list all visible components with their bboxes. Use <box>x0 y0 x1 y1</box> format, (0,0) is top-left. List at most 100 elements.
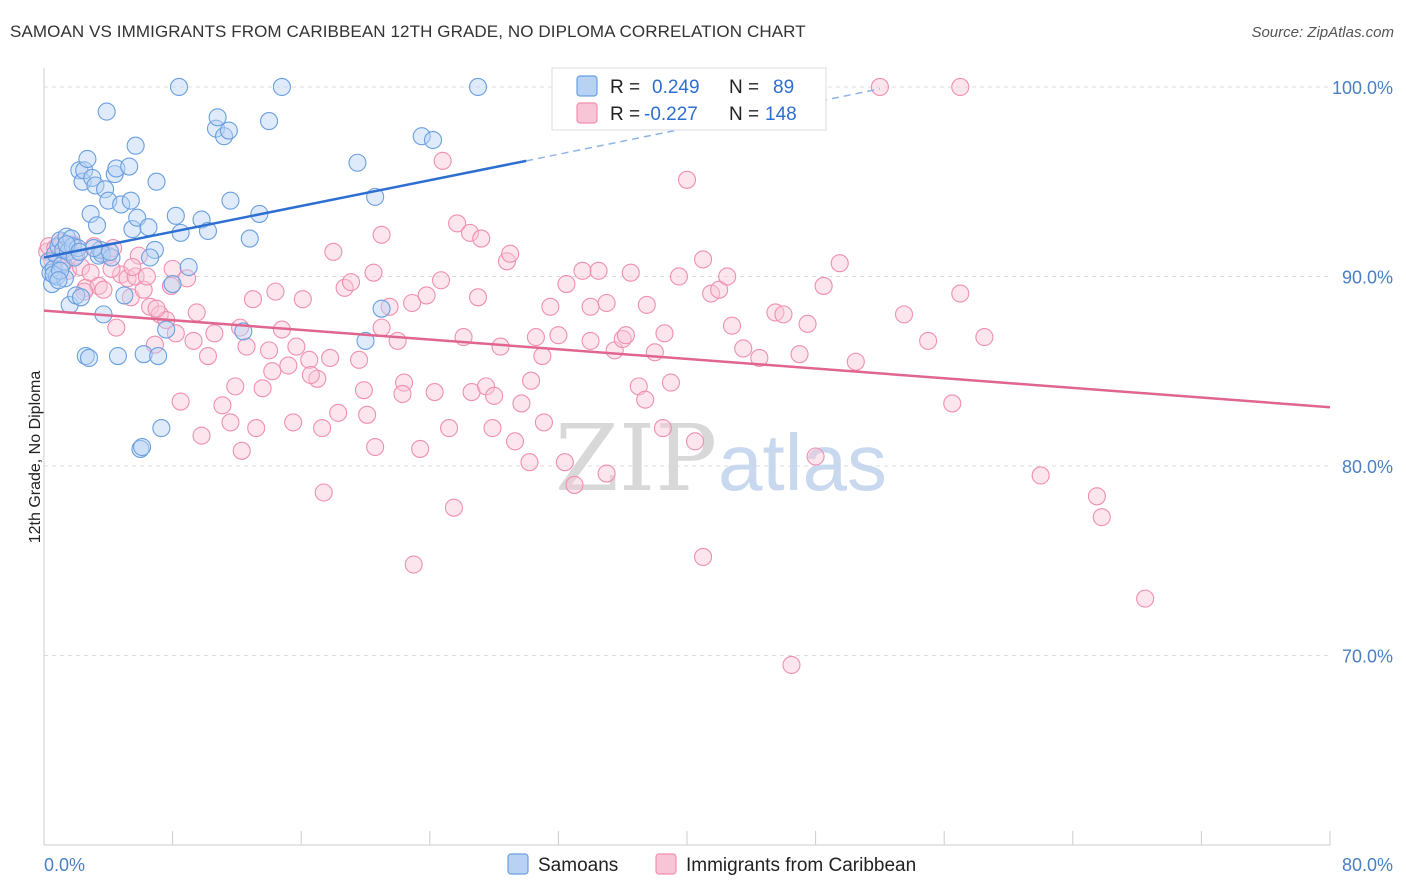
scatter-point <box>166 324 185 343</box>
scatter-point <box>750 348 769 368</box>
scatter-point <box>669 267 689 286</box>
legend-bottom-swatch-caribbean <box>655 853 677 875</box>
scatter-point <box>112 195 131 214</box>
scatter-point <box>485 386 504 405</box>
scatter-point <box>152 419 171 438</box>
scatter-point <box>472 229 491 248</box>
scatter-point <box>501 244 520 263</box>
watermark-zip: ZIP <box>555 405 717 512</box>
scatter-point <box>636 390 655 409</box>
scatter-point <box>198 347 218 366</box>
scatter-point <box>147 172 166 191</box>
scatter-point <box>121 191 140 210</box>
scatter-point <box>677 170 697 189</box>
scatter-point <box>147 299 166 318</box>
scatter-point <box>734 339 753 358</box>
axes <box>43 68 1331 846</box>
scatter-point <box>129 246 148 265</box>
legend-top: R = 0.249 N = 89 R = -0.227 N = 148 <box>551 67 827 131</box>
scatter-point <box>710 280 729 299</box>
scatter-point <box>372 225 391 244</box>
scatter-point <box>356 331 375 350</box>
scatter-point <box>71 257 91 277</box>
scatter-point <box>96 180 115 199</box>
scatter-point <box>141 297 160 316</box>
x-tick-label: 80.0% <box>1342 855 1393 875</box>
scatter-point <box>350 350 369 369</box>
scatter-point <box>798 314 817 333</box>
scatter-point <box>581 331 600 350</box>
chart-title: SAMOAN VS IMMIGRANTS FROM CARIBBEAN 12TH… <box>10 22 806 41</box>
scatter-point <box>790 345 809 364</box>
scatter-point <box>51 261 70 280</box>
watermark: ZIP atlas <box>555 405 887 512</box>
scatter-point <box>166 206 185 225</box>
scatter-point <box>460 223 480 242</box>
scatter-point <box>444 498 463 517</box>
scatter-point <box>894 305 914 324</box>
scatter-point <box>403 293 422 313</box>
scatter-point <box>951 77 970 97</box>
scatter-point <box>293 290 312 309</box>
scatter-point <box>163 274 182 294</box>
legend-r-value: 0.249 <box>652 77 700 98</box>
scatter-point <box>221 191 240 210</box>
scatter-point <box>243 290 263 309</box>
scatter-point <box>123 257 142 277</box>
legend-swatch-caribbean <box>576 102 598 124</box>
scatter-point <box>1031 466 1050 485</box>
scatter-point <box>314 483 333 502</box>
scatter-point <box>411 439 430 458</box>
scatter-point <box>814 276 833 295</box>
scatter-point <box>565 475 584 494</box>
scatter-point <box>240 229 259 248</box>
scatter-point <box>157 320 176 339</box>
scatter-point <box>324 242 343 261</box>
scatter-point <box>806 447 825 466</box>
scatter-point <box>120 157 139 176</box>
scatter-point <box>76 347 95 366</box>
legend-bottom-label-caribbean: Immigrants from Caribbean <box>686 855 916 876</box>
scatter-point <box>694 250 713 269</box>
scatter-point <box>616 326 635 345</box>
scatter-point <box>468 77 488 97</box>
legend-n-value: 89 <box>773 77 794 98</box>
scatter-point <box>951 284 970 303</box>
source-credit: Source: ZipAtlas.com <box>1251 24 1394 41</box>
scatter-point <box>62 229 81 248</box>
legend-r-label: R = <box>610 104 640 125</box>
watermark-atlas: atlas <box>718 418 887 507</box>
scatter-point <box>1136 589 1155 608</box>
scatter-point <box>141 248 160 267</box>
scatter-point <box>134 345 153 364</box>
scatter-point <box>341 273 361 292</box>
scatter-point <box>247 419 266 438</box>
scatter-point <box>589 261 608 280</box>
trend-lines <box>43 88 1331 409</box>
scatter-point <box>943 394 962 413</box>
scatter-point <box>171 392 190 411</box>
scatter-point <box>219 121 238 140</box>
scatter-point <box>78 149 97 169</box>
scatter-point <box>685 432 705 451</box>
scatter-point <box>115 286 134 305</box>
scatter-point <box>184 331 203 350</box>
scatter-point <box>718 267 737 286</box>
y-tick-label: 100.0% <box>1332 78 1393 98</box>
scatter-point <box>597 464 616 483</box>
trend-line-caribbean <box>43 309 1331 409</box>
scatter-point <box>279 356 298 375</box>
scatter-point <box>533 347 552 366</box>
scatter-point <box>440 419 459 438</box>
scatter-point <box>81 204 100 223</box>
scatter-point <box>192 426 211 445</box>
scatter-point <box>86 176 105 195</box>
scatter-point <box>321 348 340 368</box>
scatter-point <box>366 437 385 457</box>
scatter-point <box>284 413 303 432</box>
scatter-point <box>237 337 256 356</box>
scatter-point <box>393 384 412 404</box>
scatter-point <box>581 297 600 316</box>
scatter-point <box>137 267 156 286</box>
